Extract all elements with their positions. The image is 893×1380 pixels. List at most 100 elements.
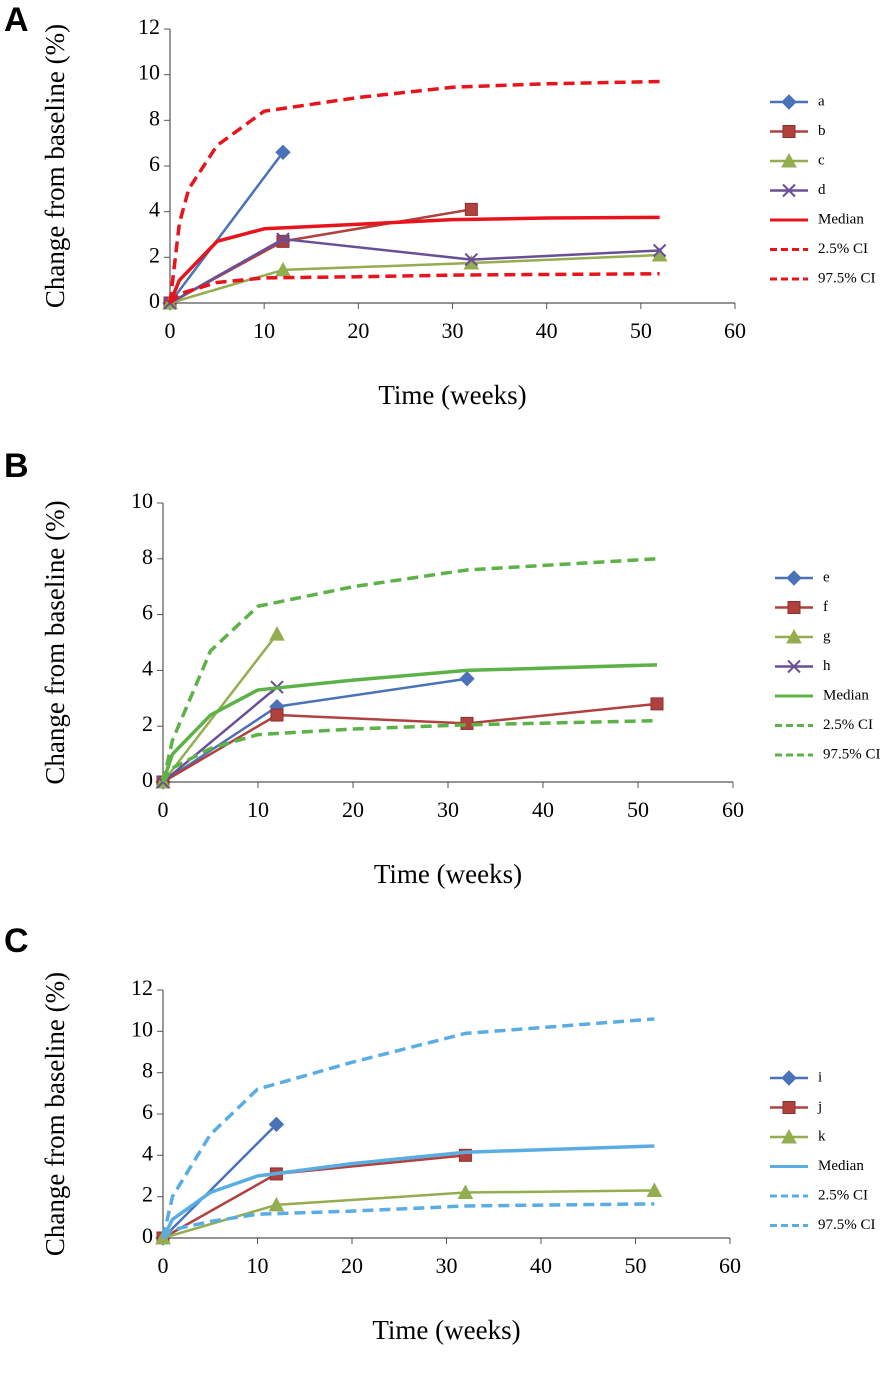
marker-x: [652, 243, 667, 258]
marker-x: [787, 659, 801, 674]
y-tick-label: 4: [149, 197, 160, 222]
y-tick-label: 10: [138, 60, 160, 85]
marker-square: [782, 125, 796, 138]
series-line: [162, 1123, 278, 1239]
marker-diamond: [459, 671, 475, 687]
marker-diamond: [781, 94, 797, 110]
y-axis-label: Change from baseline (%): [40, 500, 70, 784]
ci-line: [168, 272, 660, 305]
y-tick-label: 0: [142, 767, 153, 792]
legend-label: f: [823, 599, 828, 615]
y-tick-label: 0: [142, 1223, 153, 1248]
legend-label: c: [818, 152, 825, 168]
series-line: [168, 151, 285, 304]
y-tick-label: 4: [142, 655, 153, 680]
marker-square: [787, 601, 801, 614]
x-tick-label: 40: [536, 318, 558, 343]
legend-label: d: [818, 182, 826, 198]
ci-line: [161, 1017, 655, 1239]
x-tick-label: 10: [247, 1253, 269, 1278]
x-tick-label: 0: [158, 797, 169, 822]
x-tick-label: 50: [625, 1253, 647, 1278]
marker-x: [782, 183, 796, 198]
y-axis-label: Change from baseline (%): [40, 24, 70, 308]
legend-label: 97.5% CI: [818, 270, 876, 286]
y-axis-label: Change from baseline (%): [40, 972, 70, 1256]
legend-label: 97.5% CI: [818, 1217, 876, 1233]
legend-label: a: [818, 93, 825, 109]
marker-triangle: [646, 1182, 663, 1197]
x-tick-label: 0: [158, 1253, 169, 1278]
x-tick-label: 40: [532, 797, 554, 822]
legend-label: i: [818, 1069, 822, 1085]
marker-triangle: [786, 628, 802, 644]
legend-label: 2.5% CI: [818, 1187, 868, 1203]
x-tick-label: 10: [247, 797, 269, 822]
y-tick-label: 12: [131, 975, 153, 1000]
legend-label: Median: [823, 687, 869, 703]
x-tick-label: 20: [341, 1253, 363, 1278]
marker-square: [650, 697, 664, 711]
y-tick-label: 2: [142, 711, 153, 736]
x-tick-label: 10: [253, 318, 275, 343]
y-tick-label: 2: [142, 1182, 153, 1207]
ci-line: [161, 557, 658, 783]
series-line: [169, 237, 660, 305]
panel-label: B: [4, 447, 29, 485]
marker-square: [270, 708, 284, 722]
legend-label: h: [823, 658, 831, 674]
y-tick-label: 6: [142, 600, 153, 625]
legend-label: e: [823, 569, 830, 585]
panel-label: A: [4, 1, 29, 39]
x-tick-label: 50: [627, 797, 649, 822]
x-tick-label: 60: [724, 318, 746, 343]
median-line: [161, 1144, 655, 1239]
x-tick-label: 30: [437, 797, 459, 822]
marker-x: [464, 252, 479, 267]
y-tick-label: 0: [149, 288, 160, 313]
x-tick-label: 50: [630, 318, 652, 343]
legend-label: Median: [818, 1158, 864, 1174]
y-tick-label: 10: [131, 488, 153, 513]
marker-diamond: [268, 1116, 285, 1133]
series-line: [162, 677, 468, 784]
y-tick-label: 6: [149, 151, 160, 176]
y-tick-label: 10: [131, 1016, 153, 1041]
y-tick-label: 8: [142, 1058, 153, 1083]
x-tick-label: 60: [719, 1253, 741, 1278]
ci-line: [161, 1202, 655, 1240]
x-tick-label: 20: [347, 318, 369, 343]
y-tick-label: 2: [149, 242, 160, 267]
marker-diamond: [786, 570, 802, 586]
y-tick-label: 8: [142, 544, 153, 569]
legend-label: 97.5% CI: [823, 746, 881, 762]
marker-triangle: [781, 152, 797, 168]
series-line: [162, 702, 658, 784]
legend-label: k: [818, 1128, 826, 1144]
ci-line: [161, 718, 658, 783]
median-line: [161, 663, 658, 783]
marker-triangle: [275, 261, 291, 277]
marker-x: [276, 232, 290, 246]
panel-label: C: [4, 922, 29, 960]
y-tick-label: 8: [149, 105, 160, 130]
x-tick-label: 20: [342, 797, 364, 822]
marker-triangle: [268, 1196, 285, 1212]
marker-square: [464, 202, 478, 216]
x-tick-label: 30: [436, 1253, 458, 1278]
marker-triangle: [781, 1128, 797, 1144]
legend-label: 2.5% CI: [823, 717, 873, 733]
x-tick-label: 0: [165, 318, 176, 343]
y-tick-label: 12: [138, 14, 160, 39]
x-axis-label: Time (weeks): [372, 1315, 520, 1345]
legend-label: b: [818, 123, 826, 139]
median-line: [168, 215, 660, 304]
marker-square: [782, 1101, 796, 1114]
marker-triangle: [269, 626, 285, 641]
ci-line: [168, 79, 660, 304]
series-line: [162, 686, 278, 783]
marker-diamond: [275, 144, 291, 161]
x-axis-label: Time (weeks): [374, 859, 522, 889]
legend-label: Median: [818, 211, 864, 227]
legend-label: j: [817, 1099, 822, 1115]
